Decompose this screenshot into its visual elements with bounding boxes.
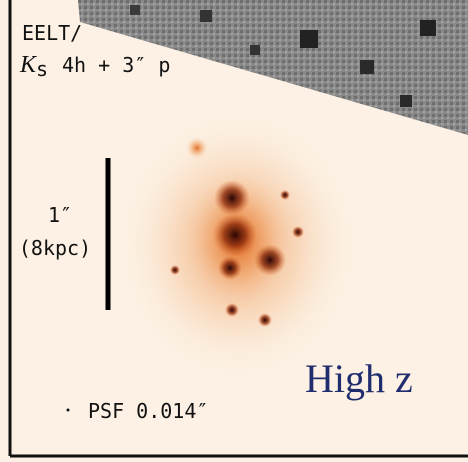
psf-label: PSF 0.014″ <box>88 399 208 423</box>
scale-label: 1″ <box>48 203 72 227</box>
subscript: s <box>36 57 48 81</box>
scale-sublabel: (8kpc) <box>19 236 91 260</box>
galaxy <box>118 110 358 380</box>
header-line: EELT/ <box>22 21 82 45</box>
overlay-image <box>78 0 468 135</box>
psf-dot <box>66 408 70 412</box>
header-line: 4h + 3″ p <box>62 53 170 77</box>
caption: High z <box>305 356 413 401</box>
symbol: K <box>19 52 38 78</box>
